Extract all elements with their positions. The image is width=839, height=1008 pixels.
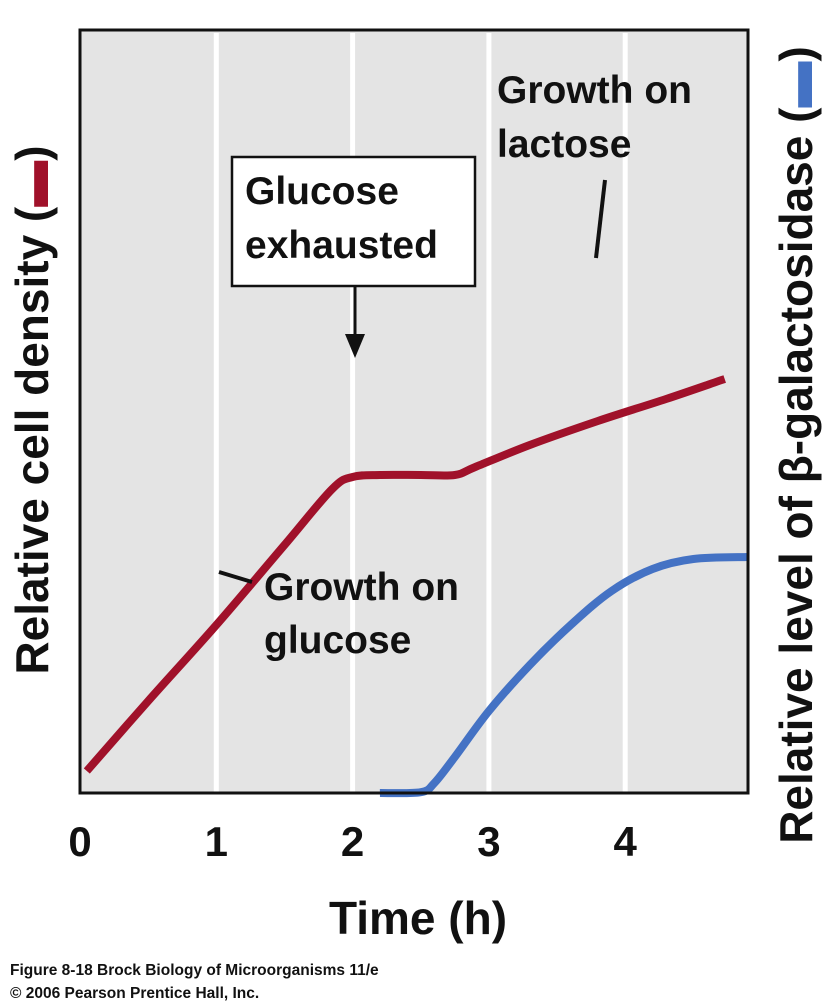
plot-area [80, 30, 748, 793]
glucose-exhausted-label: Glucose exhausted [245, 170, 438, 267]
svg-text:Relative cell density (: Relative cell density (▬) [6, 145, 58, 674]
growth-on-lactose-pointer [594, 179, 607, 259]
x-tick-label-3: 3 [477, 818, 500, 865]
cell-density-legend-swatch: ▬ [6, 161, 58, 207]
x-tick-label-0: 0 [68, 818, 91, 865]
growth-on-glucose-line-2: glucose [264, 619, 411, 662]
right-y-axis-title: Relative level of β-galactosidase (▬) [770, 46, 822, 844]
left-y-axis-label: Relative cell density [6, 234, 58, 674]
galactosidase-legend-swatch: ▬ [770, 62, 822, 108]
svg-text:Relative level of β-galactosid: Relative level of β-galactosidase (▬) [770, 46, 822, 844]
glucose-exhausted-line-1: Glucose [245, 170, 399, 213]
left-y-axis-paren-open: ( [6, 206, 58, 222]
x-tick-label-2: 2 [341, 818, 364, 865]
growth-on-lactose-line-2: lactose [497, 123, 631, 166]
growth-on-glucose-label: Growth on glucose [264, 566, 470, 662]
plot-frame [78, 28, 750, 795]
x-tick-label-1: 1 [205, 818, 228, 865]
left-y-axis-title: Relative cell density (▬) [6, 145, 58, 674]
growth-on-glucose-pointer [218, 570, 253, 584]
x-tick-label-4: 4 [614, 818, 638, 865]
glucose-exhausted-arrowhead [345, 334, 365, 358]
growth-on-lactose-line-1: Growth on [497, 69, 692, 112]
right-y-axis-paren-close: ) [770, 46, 822, 61]
right-y-axis-paren-open: ( [770, 107, 822, 123]
cell-density-line [83, 375, 726, 774]
x-axis-title: Time (h) [329, 892, 507, 944]
series-group [83, 375, 749, 798]
growth-on-lactose-label: Growth on lactose [497, 69, 703, 166]
right-y-axis-label: Relative level of β-galactosidase [770, 136, 822, 844]
glucose-exhausted-line-2: exhausted [245, 224, 438, 267]
copyright: © 2006 Pearson Prentice Hall, Inc. [10, 985, 260, 1002]
figure-caption: Figure 8-18 Brock Biology of Microorgani… [10, 962, 379, 979]
x-tick-labels: 0 1 2 3 4 [68, 818, 637, 865]
left-y-axis-paren-close: ) [6, 145, 58, 160]
growth-on-glucose-line-1: Growth on [264, 566, 459, 609]
glucose-exhausted-box [230, 155, 477, 288]
beta-galactosidase-line [379, 553, 749, 798]
